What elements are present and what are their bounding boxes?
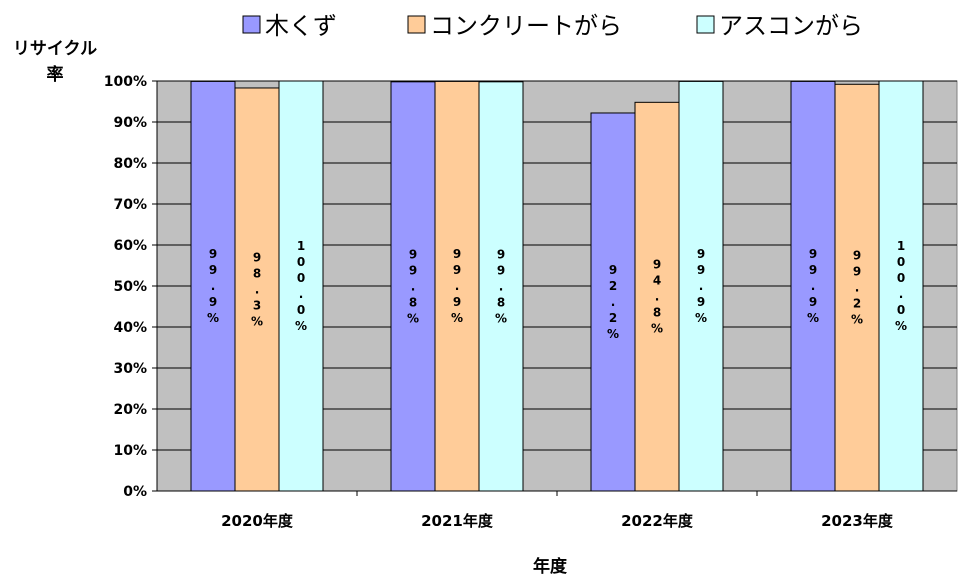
y-axis-title-line2: 率 xyxy=(47,64,64,85)
y-axis-ticks: 0% 10% 20% 30% 40% 50% 60% 70% 80% 90% 100% xyxy=(104,74,157,500)
bar-ascon-0 xyxy=(278,80,324,492)
y-tick-label: 70% xyxy=(113,197,147,213)
bar-concrete-2 xyxy=(634,101,680,492)
y-tick-label: 90% xyxy=(113,115,147,131)
y-axis-title-line1: リサイクル xyxy=(13,39,97,59)
y-tick-label: 10% xyxy=(113,443,147,459)
legend-swatch-wood xyxy=(242,15,261,34)
legend-label-concrete: コンクリートがら xyxy=(430,12,622,40)
bar-wood-1 xyxy=(390,81,436,492)
x-tick-label: 2020年度 xyxy=(221,512,294,530)
x-axis-ticks: 2020年度 2021年度 2022年度 2023年度 xyxy=(221,491,894,530)
data-label: 1 0 0. 0% xyxy=(295,239,307,333)
bar-concrete-0 xyxy=(234,87,280,492)
value-labels: 9 9. 9 % 9 8. 3 % 1 0 0. 0 % 9 9. 8 % 9 9. 9 % 9 9. 8 % 9 2. 2 % 9 4. 8… xyxy=(207,239,907,341)
legend-swatch-concrete xyxy=(407,15,426,34)
data-label: 9 9. 9% xyxy=(207,247,219,325)
bars xyxy=(190,80,924,492)
bar-concrete-3 xyxy=(834,83,880,492)
data-label: 1 0 0. 0% xyxy=(895,239,907,333)
legend-swatch-ascon xyxy=(696,15,715,34)
x-tick-label: 2023年度 xyxy=(821,512,894,530)
data-label: 9 9. 2% xyxy=(851,249,863,327)
y-tick-label: 40% xyxy=(113,320,147,336)
data-label: 9 9. 8% xyxy=(407,247,419,325)
bar-wood-3 xyxy=(790,80,836,492)
data-label: 9 4. 8% xyxy=(651,258,663,336)
data-label: 9 9. 9% xyxy=(695,247,707,325)
y-tick-label: 80% xyxy=(113,156,147,172)
data-label: 9 9. 9% xyxy=(807,247,819,325)
y-tick-label: 100% xyxy=(104,74,147,90)
data-label: 9 8. 3% xyxy=(251,250,263,328)
bar-ascon-3 xyxy=(878,80,924,492)
y-tick-label: 60% xyxy=(113,238,147,254)
legend: 木くず コンクリートがら アスコンがら xyxy=(242,12,863,40)
bar-ascon-1 xyxy=(478,81,524,492)
legend-label-wood: 木くず xyxy=(265,12,337,40)
x-axis-title: 年度 xyxy=(533,556,568,577)
data-label: 9 9. 9% xyxy=(451,247,463,325)
bar-wood-2 xyxy=(590,112,636,492)
x-tick-label: 2021年度 xyxy=(421,512,494,530)
data-label: 9 9. 8% xyxy=(495,247,507,325)
y-tick-label: 50% xyxy=(113,279,147,295)
y-tick-label: 30% xyxy=(113,361,147,377)
legend-label-ascon: アスコンがら xyxy=(719,12,863,40)
data-label: 9 2. 2% xyxy=(607,263,619,341)
y-tick-label: 20% xyxy=(113,402,147,418)
y-tick-label: 0% xyxy=(123,484,147,500)
x-tick-label: 2022年度 xyxy=(621,512,694,530)
